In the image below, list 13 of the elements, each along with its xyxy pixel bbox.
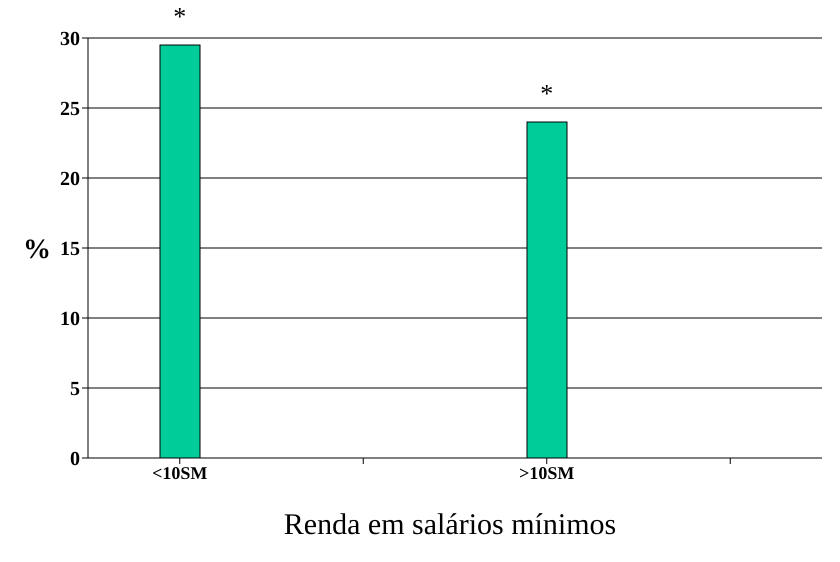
- annotation: *: [173, 2, 186, 31]
- x-tick-label: >10SM: [519, 462, 574, 483]
- y-tick-label: 5: [70, 378, 80, 400]
- y-tick-label: 20: [60, 168, 80, 190]
- y-tick-label: 30: [60, 28, 80, 50]
- annotation: *: [540, 79, 554, 108]
- y-tick-label: 25: [60, 98, 80, 120]
- y-tick-label: 10: [60, 308, 80, 330]
- y-tick-label: 0: [70, 448, 80, 470]
- x-axis-title: Renda em salários mínimos: [282, 508, 618, 542]
- y-tick-label: 15: [60, 238, 80, 260]
- y-axis-title: %: [23, 234, 51, 265]
- x-tick-label: <10SM: [152, 462, 208, 483]
